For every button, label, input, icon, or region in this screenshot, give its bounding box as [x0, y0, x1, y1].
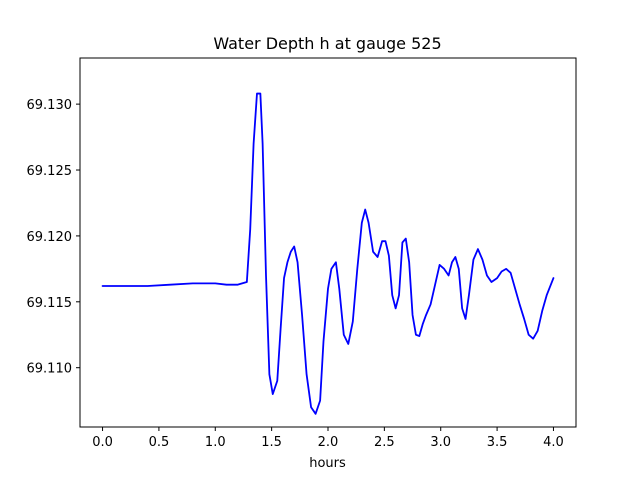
plot-area	[101, 92, 555, 415]
x-tick-label: 4.0	[543, 435, 564, 450]
x-tick-label: 2.0	[318, 435, 339, 450]
x-tick-label: 1.0	[205, 435, 226, 450]
x-tick-label: 3.0	[430, 435, 451, 450]
series-line-0	[101, 92, 555, 415]
x-axis-label: hours	[309, 456, 346, 471]
x-tick-label: 2.5	[374, 435, 395, 450]
x-tick-label: 0.0	[92, 435, 113, 450]
x-tick-label: 0.5	[149, 435, 170, 450]
y-tick-label: 69.130	[27, 98, 73, 113]
y-tick-label: 69.115	[27, 296, 73, 311]
y-tick-label: 69.110	[27, 362, 73, 377]
x-tick-label: 3.5	[487, 435, 508, 450]
chart-title: Water Depth h at gauge 525	[213, 34, 441, 53]
axes: 0.0 0.5 1.0 1.5 2.0 2.5 3.0 3.5 4.0 69.110 69.115 6…	[27, 57, 577, 450]
x-tick-label: 1.5	[261, 435, 282, 450]
y-tick-label: 69.120	[27, 230, 73, 245]
y-tick-label: 69.125	[27, 164, 73, 179]
axes-frame	[79, 57, 577, 428]
